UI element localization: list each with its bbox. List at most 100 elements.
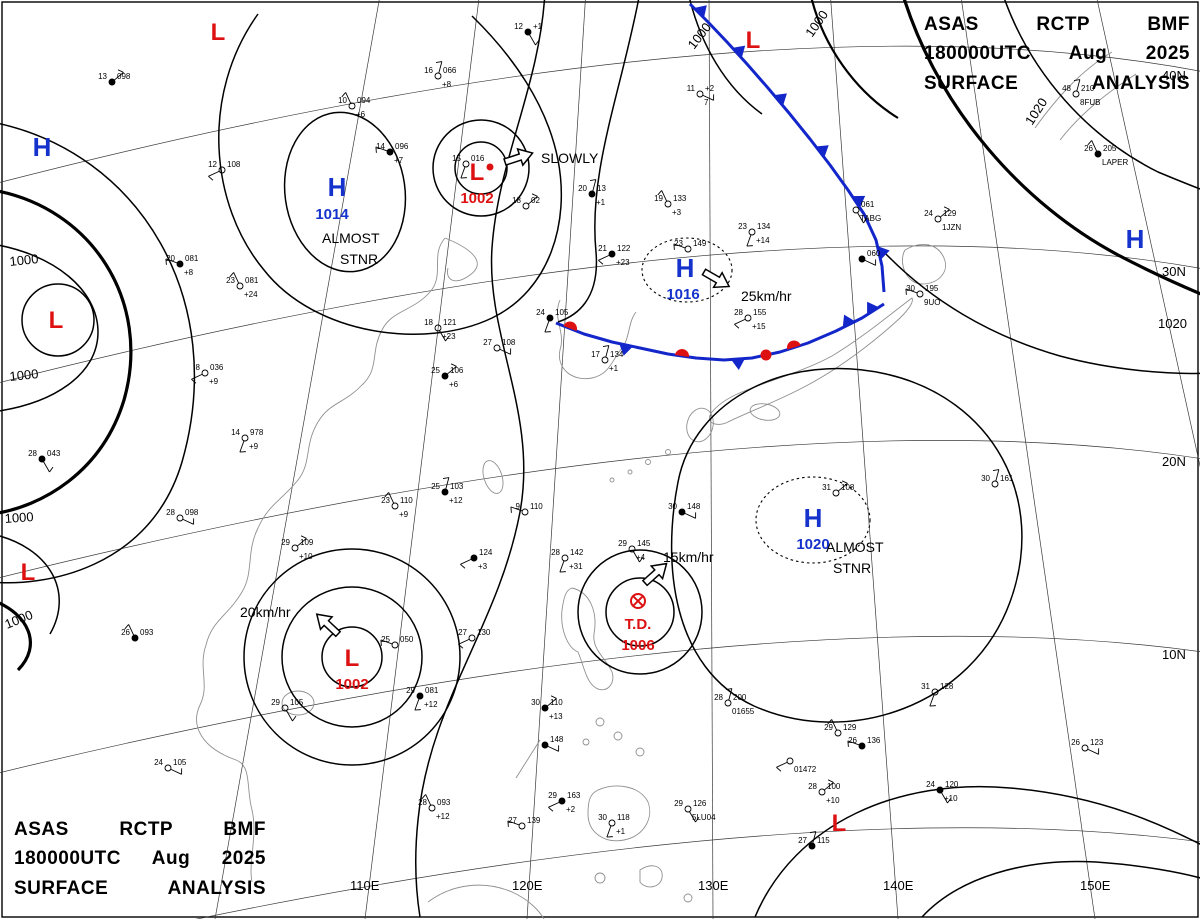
wind-barb [812,831,817,844]
wind-barb [598,254,610,261]
meridian-140e [830,0,899,919]
isobar [0,535,60,635]
station-plot: 29 126 5LU04 [674,799,716,823]
wind-barb [380,639,393,645]
station-plot: 27 115 [798,831,830,850]
station-temperature: 29 [406,686,415,695]
station-pressure: 108 [502,338,516,347]
station-temperature: 29 [281,538,290,547]
wind-barb [1076,79,1081,92]
station-symbol [852,206,860,214]
station-plot: 24 105 [536,308,569,333]
station-pressure: 123 [1090,738,1104,747]
warm-front-semicircle-icon [787,340,801,350]
station-temperature: 30 [531,698,540,707]
station-symbol [218,166,226,174]
wind-barb [689,811,696,823]
wind-barb-tick [992,469,999,471]
low-center-label: L [746,27,761,54]
dotted-circle-high-1016 [641,237,733,303]
station-pressure: 124 [479,548,493,557]
station-plot: 23 081 +24 [226,272,259,299]
station-temperature: 23 [381,496,390,505]
wind-barb-tick [450,363,457,367]
latitude-label: 20N [1162,454,1186,469]
high-center-label: H [1126,224,1145,254]
station-plot: 14 978 +9 [231,428,264,453]
td-cross-2 [632,595,644,607]
station-pressure: 081 [425,686,439,695]
front-line [555,302,885,362]
movement-arrow-slowly-icon [503,147,534,167]
station-extra: 01655 [732,707,755,716]
station-extra: +8 [184,268,194,277]
station-symbol [470,554,478,562]
coastline-ryukyu-3 [627,469,633,475]
station-plot: 15 016 [452,154,485,179]
isobar [0,601,32,672]
station-symbol [434,72,442,80]
station-extra: +9 [209,377,219,386]
station-symbol [386,148,394,156]
station-pressure: 210 [1081,84,1095,93]
isobar [1004,0,1200,190]
cold-front-triangle-icon [852,195,866,208]
station-plot: 20 081 +8 [165,254,199,277]
station-temperature: 21 [598,244,607,253]
station-temperature: 25 [431,366,440,375]
latitude-label: 40N [1162,68,1186,83]
isobar-value-label: 1000 [3,607,35,632]
isobar [415,0,546,918]
station-symbol [934,215,942,223]
station-plot: 27 108 [483,338,516,355]
station-temperature: 26 [1084,144,1093,153]
station-pressure: 105 [290,698,304,707]
wind-barb [375,146,388,152]
coastline-luzon [561,587,614,691]
wind-barb-tick [535,39,540,46]
station-temperature: 28 [714,693,723,702]
wind-barb [857,212,864,224]
wind-barb [43,461,50,473]
station-temperature: 31 [921,682,930,691]
coastline-honshu [708,297,913,425]
low-center-label: L [211,19,226,46]
station-temperature: 29 [548,791,557,800]
wind-barb [661,190,668,202]
wind-barb [438,61,443,74]
station-extra: +6 [356,110,366,119]
station-extra: +3 [478,562,488,571]
station-plot: 12 +1 [514,22,543,46]
tropical-depression-icon [630,593,646,609]
station-pressure: 129 [843,723,857,732]
station-symbol [241,434,249,442]
isobar [577,549,703,675]
station-temperature: 12 [208,160,217,169]
station-plot: 10 094 +6 [338,92,371,119]
coastline-china-vietnam [196,237,446,883]
wind-barb [606,825,612,838]
station-symbol [858,255,866,263]
station-temperature: 10 [338,96,347,105]
station-extra: +2 [566,805,576,814]
station-temperature: 17 [591,350,600,359]
station-pressure: 205 [1103,144,1117,153]
station-symbol [518,822,526,830]
station-plot: 28 043 [28,449,61,473]
station-pressure: +2 [705,84,715,93]
movement-arrow-15kmhr-icon [641,562,668,587]
coastline-ryukyu-2 [645,459,651,465]
station-plot: 18 02 [512,193,540,210]
td-circle [630,593,646,609]
wind-barb [838,483,848,492]
station-pressure: 149 [693,239,707,248]
wind-barb [847,740,860,746]
station-symbol [608,250,616,258]
latitude-label: 10N [1162,647,1186,662]
station-temperature: 20 [166,254,175,263]
front-stationary [555,301,885,370]
wind-barb [544,320,550,333]
station-pressure: 103 [450,482,464,491]
